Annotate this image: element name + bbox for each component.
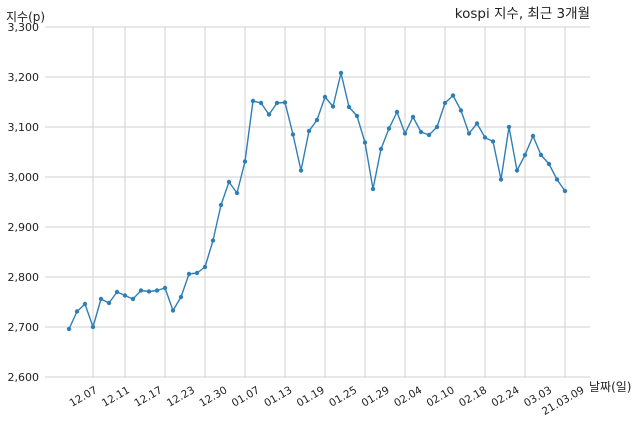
data-point (306, 128, 312, 134)
data-point (354, 113, 360, 119)
x-tick-label: 12.07 (67, 384, 99, 409)
data-point (522, 152, 528, 158)
data-point (186, 271, 192, 277)
data-point (178, 294, 184, 300)
data-point (338, 70, 344, 76)
data-point (386, 126, 392, 131)
data-point (418, 129, 424, 135)
x-tick-label: 01.19 (295, 384, 327, 409)
y-axis-title: 지수(p) (6, 10, 45, 24)
data-point (282, 100, 288, 105)
data-point (314, 117, 320, 123)
y-tick-label: 2,600 (8, 371, 40, 384)
x-tick-label: 12.23 (165, 384, 197, 409)
data-point (514, 168, 520, 173)
data-point (66, 326, 72, 332)
data-point (370, 186, 376, 192)
data-point (146, 289, 152, 294)
data-point (154, 288, 160, 293)
data-point (426, 132, 432, 138)
data-point (122, 293, 128, 298)
y-tick-label: 2,700 (8, 321, 40, 334)
y-tick-label: 2,800 (8, 271, 40, 284)
y-tick-label: 3,200 (8, 71, 40, 84)
data-point (442, 100, 448, 106)
data-point (114, 289, 120, 295)
data-point (274, 100, 280, 106)
data-point (298, 168, 304, 173)
data-point (234, 190, 240, 196)
data-point (162, 285, 168, 291)
x-tick-label: 01.29 (360, 384, 392, 409)
data-point (506, 124, 512, 130)
data-point (474, 121, 480, 126)
data-point (530, 133, 536, 139)
data-point (562, 188, 568, 194)
x-tick-label: 01.13 (262, 384, 294, 409)
data-point (434, 124, 440, 130)
data-point (250, 98, 256, 104)
x-tick-label: 01.07 (230, 384, 262, 409)
grid-lines (45, 26, 590, 378)
data-point (218, 202, 224, 208)
data-point (74, 309, 80, 314)
data-point (402, 131, 408, 136)
y-axis-ticks: 2,600 2,700 2,800 2,900 3,000 3,100 3,200 3,300 (8, 21, 40, 384)
data-point (210, 238, 216, 243)
data-point (378, 146, 384, 152)
y-tick-label: 2,900 (8, 221, 40, 234)
data-point (538, 152, 544, 158)
data-point (322, 94, 328, 100)
x-tick-label: 12.30 (197, 384, 229, 409)
y-tick-label: 3,300 (8, 21, 40, 34)
x-tick-label: 01.25 (327, 384, 359, 409)
data-point (202, 264, 208, 270)
x-tick-label: 02.24 (490, 384, 522, 410)
data-point (258, 100, 264, 106)
data-point (330, 104, 336, 109)
data-point (410, 114, 416, 120)
data-point (394, 109, 400, 115)
x-tick-label: 12.11 (100, 384, 132, 409)
y-tick-label: 3,000 (8, 171, 40, 184)
series-line (68, 72, 566, 330)
y-tick-label: 3,100 (8, 121, 40, 134)
data-point (290, 132, 296, 137)
x-axis-title: 날짜(일) (589, 380, 631, 394)
data-point (194, 270, 200, 276)
data-point (458, 108, 464, 113)
data-point (466, 131, 472, 136)
chart-title: kospi 지수, 최근 3개월 (455, 6, 590, 22)
data-point (346, 104, 352, 110)
data-point (266, 112, 272, 117)
data-point (450, 93, 456, 98)
x-tick-label: 02.18 (457, 384, 489, 409)
x-tick-label: 02.10 (425, 384, 457, 409)
data-point (90, 324, 96, 330)
series-layer (66, 70, 568, 332)
data-point (82, 301, 88, 307)
data-point (498, 177, 504, 182)
x-axis-ticks: 12.07 12.11 12.17 12.23 12.30 01.07 01.13 01.19… (67, 384, 586, 418)
data-point (546, 161, 552, 167)
data-point (490, 139, 496, 144)
data-point (130, 296, 136, 302)
x-tick-label: 02.04 (392, 384, 424, 410)
data-point (226, 179, 232, 185)
data-point (242, 159, 248, 164)
data-point (170, 308, 176, 313)
data-point (554, 177, 560, 182)
x-tick-label: 12.17 (132, 384, 164, 409)
data-point (362, 140, 368, 145)
data-point (482, 135, 488, 140)
data-point (106, 300, 112, 306)
data-point (98, 296, 104, 302)
data-point (138, 288, 144, 293)
